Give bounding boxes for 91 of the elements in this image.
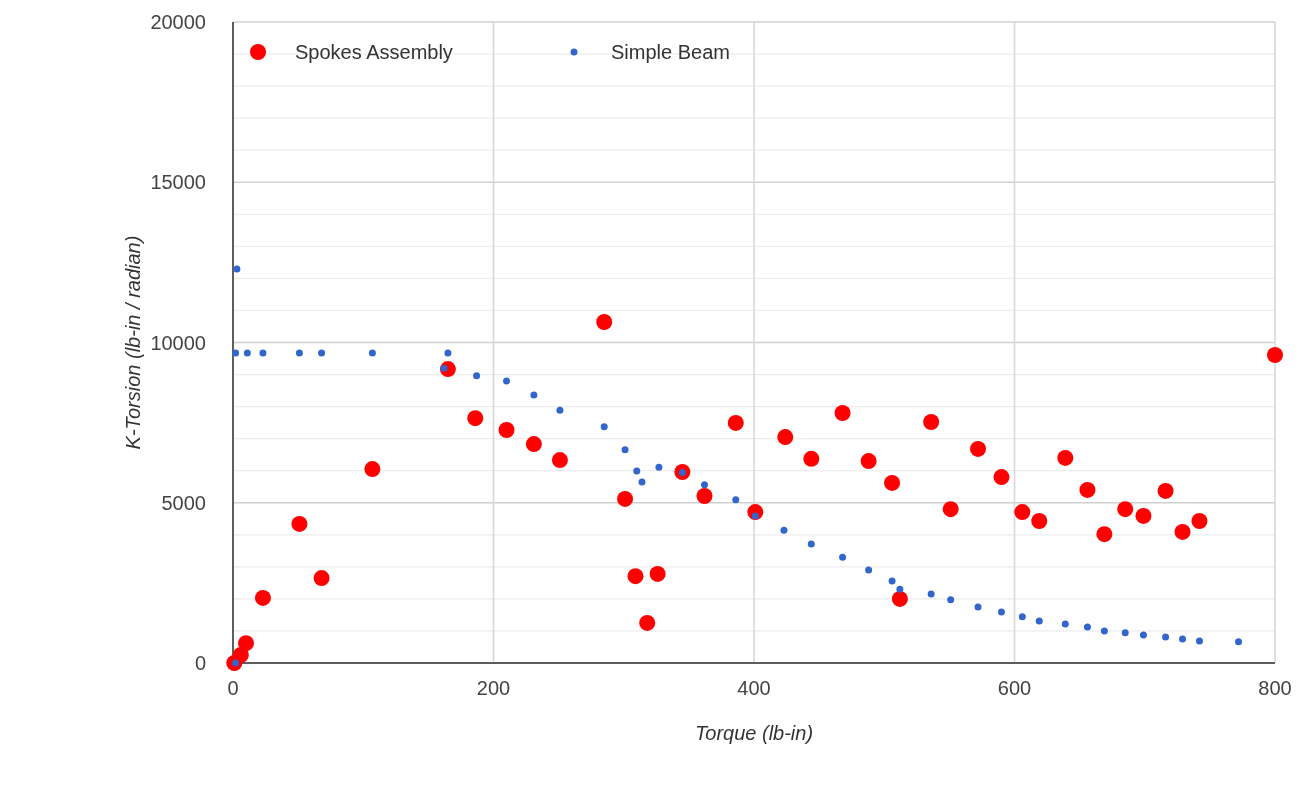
point — [368, 349, 376, 357]
point — [364, 461, 381, 478]
point — [254, 589, 271, 606]
point — [1162, 633, 1170, 641]
point — [638, 478, 646, 486]
y-tick-label: 10000 — [150, 331, 206, 354]
point — [865, 566, 873, 574]
point — [696, 488, 713, 505]
point — [1121, 629, 1129, 637]
y-tick-label: 5000 — [161, 491, 206, 514]
point — [1018, 613, 1026, 621]
point — [1096, 526, 1113, 543]
point — [1100, 627, 1108, 635]
point — [1191, 513, 1208, 530]
point — [993, 469, 1010, 486]
point — [633, 467, 641, 475]
x-tick-label: 400 — [737, 677, 771, 699]
point — [997, 608, 1005, 616]
point — [927, 590, 935, 598]
point — [655, 463, 663, 471]
point — [551, 452, 568, 469]
x-tick-label: 0 — [227, 677, 239, 699]
point — [627, 568, 644, 585]
legend-label: Spokes Assembly — [295, 41, 453, 63]
point — [649, 565, 666, 582]
point — [727, 414, 744, 431]
point — [291, 515, 308, 532]
point — [232, 349, 240, 357]
point — [803, 450, 820, 467]
x-axis-title: Torque (lb-in) — [694, 722, 814, 744]
y-tick-label: 20000 — [150, 11, 206, 33]
point — [888, 577, 896, 585]
point — [732, 496, 740, 504]
point — [780, 526, 788, 534]
point — [834, 405, 851, 422]
point — [295, 349, 303, 357]
y-tick-label: 15000 — [150, 171, 206, 194]
point — [807, 540, 815, 548]
point — [530, 391, 538, 399]
x-tick-label: 800 — [1258, 677, 1292, 699]
point — [444, 349, 452, 357]
point — [1267, 347, 1283, 363]
point — [243, 349, 251, 357]
x-tick-label: 600 — [997, 677, 1032, 699]
point — [233, 265, 241, 273]
point — [596, 313, 613, 330]
point — [1079, 481, 1096, 498]
point — [1235, 638, 1243, 646]
point — [503, 377, 511, 385]
point — [1157, 482, 1174, 499]
point — [839, 553, 847, 561]
point — [1031, 513, 1048, 530]
point — [473, 372, 481, 380]
point — [1135, 507, 1152, 524]
point — [884, 474, 901, 491]
point — [467, 410, 484, 427]
point — [923, 413, 940, 430]
y-axis-title: K-Torsion (lb-in / radian) — [122, 235, 144, 450]
point — [860, 453, 877, 470]
point — [318, 349, 326, 357]
point — [1057, 449, 1074, 466]
point — [238, 635, 255, 652]
point — [777, 429, 794, 446]
point — [621, 446, 629, 454]
point — [1179, 635, 1187, 643]
legend-label: Simple Beam — [611, 41, 730, 63]
point — [1035, 617, 1043, 625]
point — [1014, 504, 1031, 521]
point — [617, 490, 634, 507]
point — [1174, 523, 1191, 540]
point — [891, 590, 908, 607]
point — [942, 501, 959, 518]
point — [525, 436, 542, 453]
point — [1083, 623, 1091, 631]
point — [498, 422, 515, 438]
point — [974, 603, 982, 611]
point — [947, 596, 955, 604]
point — [556, 406, 564, 414]
point — [970, 440, 987, 457]
point — [1195, 637, 1203, 645]
point — [701, 481, 709, 489]
point — [313, 570, 330, 587]
point — [600, 423, 608, 431]
x-tick-label: 200 — [476, 677, 511, 699]
point — [1117, 501, 1134, 518]
point — [1061, 620, 1069, 628]
y-tick-label: 0 — [194, 652, 206, 674]
point — [639, 614, 656, 631]
point — [1139, 631, 1147, 639]
point — [259, 349, 267, 357]
point — [896, 585, 904, 593]
